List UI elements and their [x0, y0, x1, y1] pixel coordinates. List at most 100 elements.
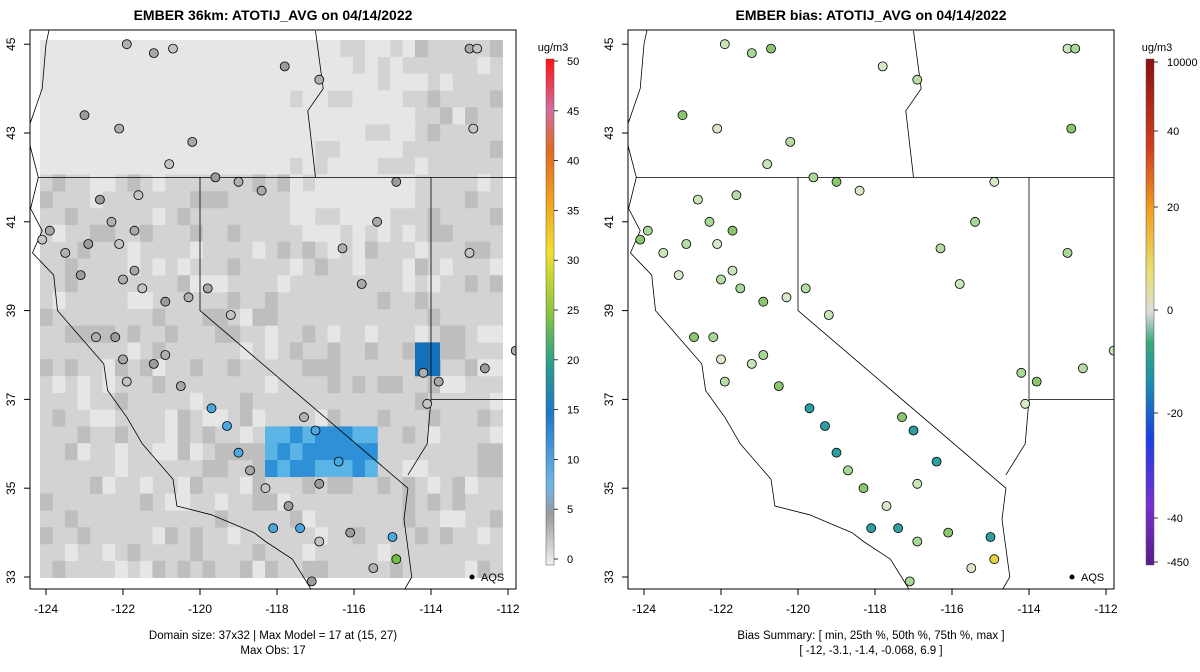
grid-cell [290, 191, 303, 209]
grid-cell [177, 140, 191, 158]
colorbar-tick-label: 0 [1167, 305, 1173, 317]
monitor-site-marker [160, 350, 171, 360]
grid-cell [115, 426, 128, 444]
monitor-site-marker [164, 159, 175, 170]
grid-cell [340, 56, 353, 74]
monitor-site-marker [712, 239, 723, 249]
grid-cell [477, 325, 491, 343]
grid-cell [302, 157, 316, 175]
grid-cell [152, 107, 166, 125]
grid-cell [115, 56, 128, 74]
grid-cell [190, 527, 203, 545]
left-map-panel: EMBER 36km: ATOTIJ_AVG on 04/14/2022 -12… [4, 7, 579, 657]
grid-cell [452, 342, 466, 360]
grid-cell [302, 107, 316, 125]
monitor-site-marker [75, 270, 86, 281]
y-tick-label: 35 [4, 481, 18, 495]
colorbar-tick-label: 15 [567, 405, 579, 417]
grid-cell [240, 56, 253, 74]
grid-cell [177, 73, 191, 91]
grid-cell [165, 443, 178, 461]
right-aqs-label: AQS [1081, 572, 1104, 584]
monitor-site-marker [785, 136, 796, 147]
grid-cell [190, 241, 203, 259]
grid-cell [52, 224, 66, 242]
monitor-site-marker [129, 265, 140, 276]
grid-cell [227, 107, 241, 125]
grid-cell [52, 56, 66, 74]
grid-cell [290, 208, 303, 226]
grid-cell [102, 157, 116, 175]
monitor-site-marker [1062, 247, 1073, 258]
grid-cell [290, 124, 303, 142]
monitor-site-marker [60, 247, 71, 258]
monitor-site-marker [137, 283, 148, 294]
grid-cell [190, 544, 203, 562]
grid-cell [202, 124, 216, 142]
grid-cell [65, 325, 78, 343]
grid-cell [465, 359, 478, 377]
monitor-site-marker [83, 239, 94, 249]
grid-cell [152, 90, 166, 108]
grid-cell [65, 107, 78, 125]
grid-cell [40, 308, 53, 326]
boundary-line [30, 30, 50, 178]
grid-cell [327, 157, 341, 175]
grid-cell [402, 107, 416, 125]
grid-cell [327, 107, 341, 125]
grid-cell [265, 426, 278, 444]
grid-cell [390, 107, 403, 125]
grid-cell [327, 241, 341, 259]
grid-cell [440, 224, 453, 242]
monitor-site-marker [954, 279, 965, 289]
right-panel-title: EMBER bias: ATOTIJ_AVG on 04/14/2022 [735, 7, 1006, 23]
grid-cell [290, 73, 303, 91]
monitor-site-marker [912, 74, 923, 85]
right-site-markers [635, 39, 1114, 587]
grid-cell [165, 325, 178, 343]
grid-cell [452, 376, 466, 394]
grid-cell [90, 107, 103, 125]
monitor-site-marker [681, 239, 692, 249]
monitor-site-marker [129, 225, 140, 236]
grid-cell [290, 510, 303, 528]
aqs-marker-icon [1069, 574, 1075, 580]
grid-cell [202, 409, 216, 427]
monitor-site-marker [1066, 123, 1077, 134]
grid-cell [102, 56, 116, 74]
grid-cell [427, 224, 441, 242]
grid-cell [77, 527, 91, 545]
monitor-site-marker [106, 216, 117, 227]
monitor-site-marker [306, 576, 317, 587]
grid-cell [52, 409, 66, 427]
grid-cell [465, 191, 478, 209]
monitor-site-marker [804, 403, 815, 414]
grid-cell [202, 426, 216, 444]
grid-cell [452, 325, 466, 343]
grid-cell [215, 124, 228, 142]
grid-cell [427, 342, 441, 360]
y-tick-label: 45 [602, 37, 616, 51]
monitor-site-marker [260, 483, 271, 494]
grid-cell [52, 140, 66, 158]
monitor-site-marker [314, 536, 325, 547]
grid-cell [277, 241, 291, 259]
grid-cell [190, 124, 203, 142]
grid-cell [177, 258, 191, 276]
grid-cell [202, 560, 216, 578]
grid-cell [352, 527, 366, 545]
grid-cell [40, 493, 53, 511]
grid-cell [115, 443, 128, 461]
grid-cell [102, 107, 116, 125]
monitor-site-marker [866, 523, 877, 534]
boundary-line [307, 30, 324, 178]
grid-cell [327, 124, 341, 142]
grid-cell [327, 325, 341, 343]
grid-cell [427, 275, 441, 293]
grid-cell [277, 90, 291, 108]
left-colorbar-ticks: 0 5 10 15 20 25 30 35 40 45 50 [554, 56, 579, 566]
grid-cell [215, 73, 228, 91]
grid-cell [327, 224, 341, 242]
monitor-site-marker [746, 358, 757, 369]
grid-cell [252, 443, 266, 461]
